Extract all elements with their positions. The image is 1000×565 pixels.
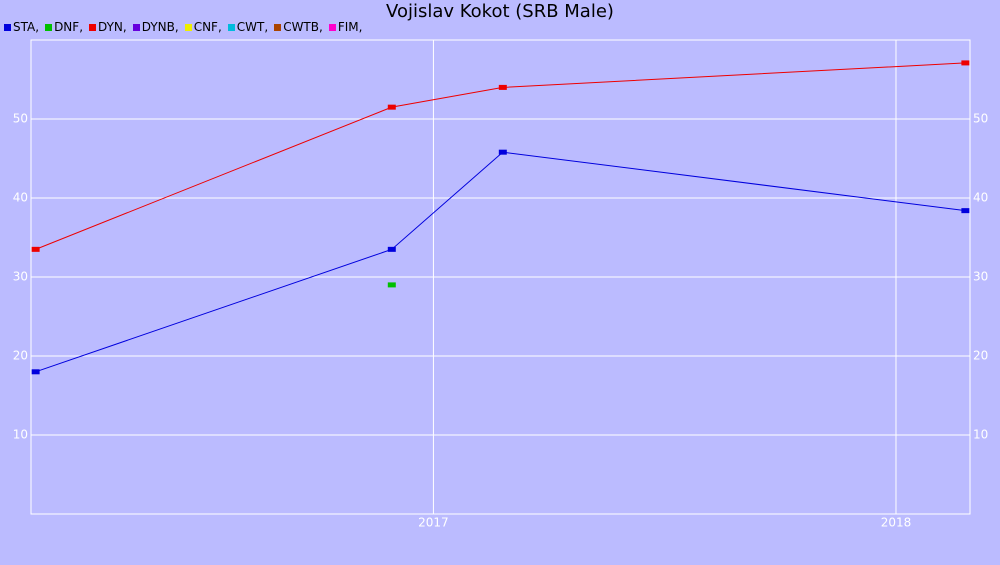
legend-swatch (89, 23, 97, 31)
series-line (35, 62, 966, 250)
chart-title: Vojislav Kokot (SRB Male) (386, 1, 614, 22)
legend-item: CWTB (274, 20, 323, 34)
data-point (387, 282, 396, 288)
legend-item: FIM (328, 20, 363, 34)
legend-label: DYN (98, 20, 127, 34)
legend-item: CWT (227, 20, 268, 34)
x-tick-label: 2017 (418, 516, 449, 530)
y2-tick-label: 20 (973, 349, 988, 363)
legend-swatch (184, 23, 192, 31)
legend-swatch (4, 23, 11, 31)
y-tick-label: 30 (13, 270, 28, 284)
legend-swatch (132, 23, 140, 31)
y2-tick-label: 30 (973, 270, 988, 284)
legend-swatch (45, 23, 53, 31)
series-line (35, 151, 966, 373)
y2-tick-label: 50 (973, 112, 988, 126)
data-point (498, 84, 507, 90)
y-tick-label: 10 (13, 428, 28, 442)
legend-label: CWT (237, 20, 268, 34)
data-point (31, 369, 40, 375)
legend-item: CNF (184, 20, 222, 34)
legend-label: FIM (338, 20, 363, 34)
data-point (498, 149, 507, 155)
legend: STA DNF DYN DYNB CNF CWT CWTB FIM (4, 20, 362, 34)
y2-tick-label: 10 (973, 428, 988, 442)
legend-label: CWTB (283, 20, 323, 34)
legend-item: DYN (89, 20, 127, 34)
y2-tick-label: 40 (973, 191, 988, 205)
legend-item: DYNB (132, 20, 179, 34)
legend-item: STA (4, 20, 39, 34)
data-point (387, 246, 396, 252)
legend-label: CNF (194, 20, 222, 34)
data-point (387, 104, 396, 110)
legend-item: DNF (45, 20, 83, 34)
data-point (961, 208, 970, 214)
y-tick-label: 50 (13, 112, 28, 126)
legend-swatch (227, 23, 235, 31)
data-point (961, 60, 970, 66)
legend-label: DYNB (142, 20, 179, 34)
y-tick-label: 40 (13, 191, 28, 205)
legend-swatch (274, 23, 282, 31)
y-tick-label: 20 (13, 349, 28, 363)
legend-swatch (328, 23, 336, 31)
legend-label: STA (13, 20, 39, 34)
x-tick-label: 2018 (881, 516, 912, 530)
legend-label: DNF (54, 20, 83, 34)
data-point (31, 246, 40, 252)
